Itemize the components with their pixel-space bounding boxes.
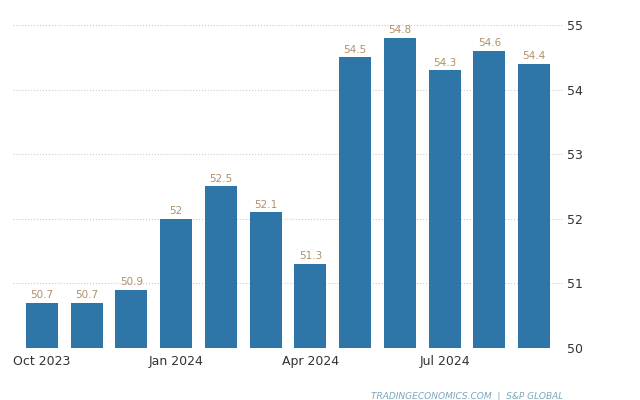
Bar <box>115 290 147 348</box>
Text: 51.3: 51.3 <box>299 252 322 262</box>
Text: 50.7: 50.7 <box>75 290 98 300</box>
Text: TRADINGECONOMICS.COM  |  S&P GLOBAL: TRADINGECONOMICS.COM | S&P GLOBAL <box>371 392 563 400</box>
Bar <box>473 51 506 348</box>
Text: 52.1: 52.1 <box>254 200 277 210</box>
Bar <box>26 303 58 348</box>
Bar <box>429 70 461 348</box>
Text: 52.5: 52.5 <box>209 174 232 184</box>
Text: 52: 52 <box>170 206 183 216</box>
Text: 54.5: 54.5 <box>344 45 367 55</box>
Text: 54.6: 54.6 <box>477 38 501 48</box>
Bar <box>205 186 237 348</box>
Text: 54.4: 54.4 <box>522 51 546 61</box>
Text: 54.8: 54.8 <box>388 25 412 35</box>
Text: 54.3: 54.3 <box>433 58 456 68</box>
Text: 50.9: 50.9 <box>120 277 143 287</box>
Bar <box>160 219 192 348</box>
Text: 50.7: 50.7 <box>30 290 54 300</box>
Bar <box>250 212 282 348</box>
Bar <box>339 57 371 348</box>
Bar <box>518 64 550 348</box>
Bar <box>294 264 326 348</box>
Bar <box>70 303 103 348</box>
Bar <box>384 38 416 348</box>
